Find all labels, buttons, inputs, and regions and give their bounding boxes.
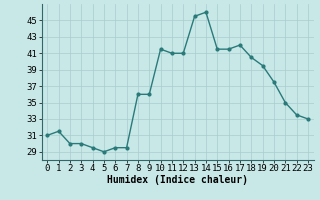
X-axis label: Humidex (Indice chaleur): Humidex (Indice chaleur)	[107, 175, 248, 185]
